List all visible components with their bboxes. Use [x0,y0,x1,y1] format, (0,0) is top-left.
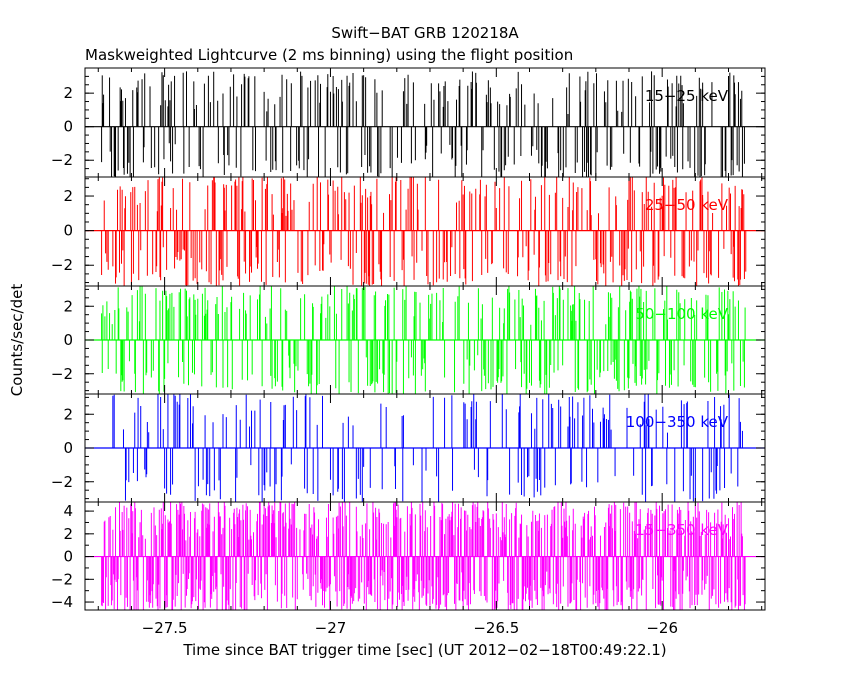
band-label: 15−350 keV [635,521,728,539]
chart-subtitle: Maskweighted Lightcurve (2 ms binning) u… [85,46,573,64]
y-tick-label: 0 [63,118,73,136]
y-tick-label: −4 [51,593,73,611]
panel-2: 2 0 −2 25−50 keV [51,176,766,287]
y-tick-label: 2 [63,525,73,543]
y-tick-label: −2 [51,256,73,274]
y-tick-label: 0 [63,331,73,349]
band-label: 15−25 keV [645,87,729,105]
x-tick-label: −27.5 [142,619,188,637]
y-tick-label: 2 [63,405,73,423]
x-tick-label: −27 [315,619,347,637]
y-tick-label: 2 [63,84,73,102]
y-tick-label: 0 [63,222,73,240]
y-tick-label: 2 [63,187,73,205]
x-axis-label: Time since BAT trigger time [sec] (UT 20… [182,641,666,659]
x-axis: −27.5 −27 −26.5 −26 [142,619,678,637]
panel-3: 2 0 −2 50−100 keV [51,285,766,395]
band-label: 100−350 keV [626,413,729,431]
y-tick-label: −2 [51,365,73,383]
y-tick-label: 0 [63,439,73,457]
y-tick-label: 2 [63,297,73,315]
band-label: 50−100 keV [635,305,728,323]
y-axis-label: Counts/sec/det [8,284,26,397]
band-label: 25−50 keV [645,196,729,214]
y-tick-label: −2 [51,473,73,491]
panel-5: 4 2 0 −2 −4 15−350 keV [51,501,766,611]
panels-group: 2 0 −2 15−25 keV 2 0 −2 25−50 keV 2 0 −2 50−100 keV… [51,67,766,611]
chart-title: Swift−BAT GRB 120218A [331,24,519,42]
y-tick-label: −2 [51,570,73,588]
y-tick-label: 0 [63,548,73,566]
y-tick-label: 4 [63,502,73,520]
panel-frame [84,501,766,611]
x-tick-label: −26 [646,619,678,637]
x-tick-label: −26.5 [473,619,519,637]
panel-1: 2 0 −2 15−25 keV [51,67,766,178]
panel-4: 2 0 −2 100−350 keV [51,393,766,503]
y-tick-label: −2 [51,151,73,169]
